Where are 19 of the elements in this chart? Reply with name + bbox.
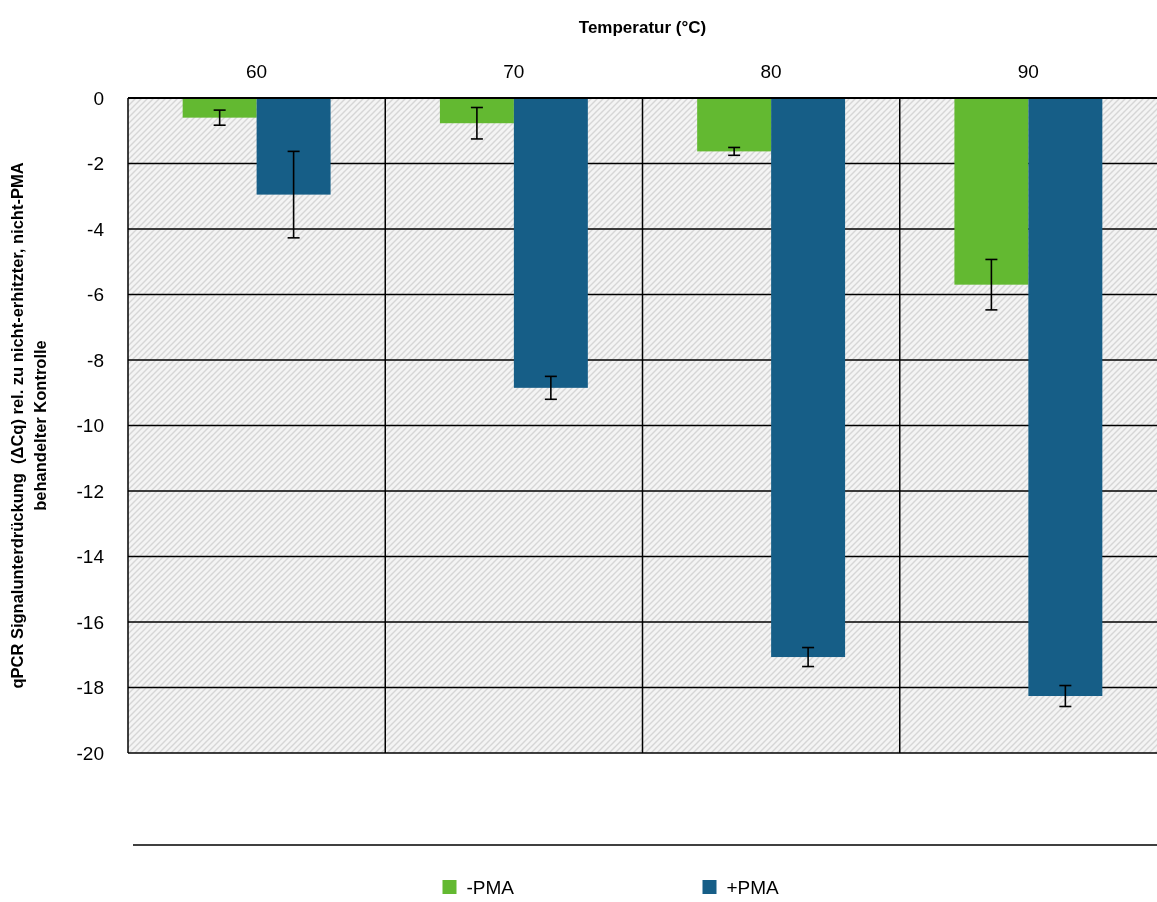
y-tick-label: -18 bbox=[76, 677, 104, 698]
x-tick-label: 60 bbox=[246, 61, 268, 82]
legend-label: -PMA bbox=[466, 877, 515, 898]
legend-label: +PMA bbox=[726, 877, 780, 898]
y-axis-title: qPCR Signalunterdrückung (ΔCq) rel. zu nicht-erhitzter, nicht-PMA behandelter Kontrolle bbox=[7, 162, 49, 689]
x-tick-label: 80 bbox=[760, 61, 782, 82]
y-tick-label: -8 bbox=[87, 349, 104, 371]
x-tick-label: 90 bbox=[1017, 61, 1039, 82]
y-tick-label: -2 bbox=[87, 153, 104, 174]
y-tick-label: -10 bbox=[76, 415, 104, 436]
y-tick-label: -20 bbox=[76, 742, 104, 764]
x-axis-title: Temperatur (°C) bbox=[578, 18, 707, 37]
y-tick-label: -6 bbox=[87, 284, 104, 305]
y-tick-label: -16 bbox=[76, 611, 104, 633]
y-tick-label: -12 bbox=[76, 480, 104, 502]
x-tick-label: 70 bbox=[503, 61, 525, 82]
y-tick-label: -14 bbox=[76, 546, 105, 567]
y-tick-label: 0 bbox=[93, 87, 104, 109]
y-tick-label: -4 bbox=[87, 218, 105, 240]
